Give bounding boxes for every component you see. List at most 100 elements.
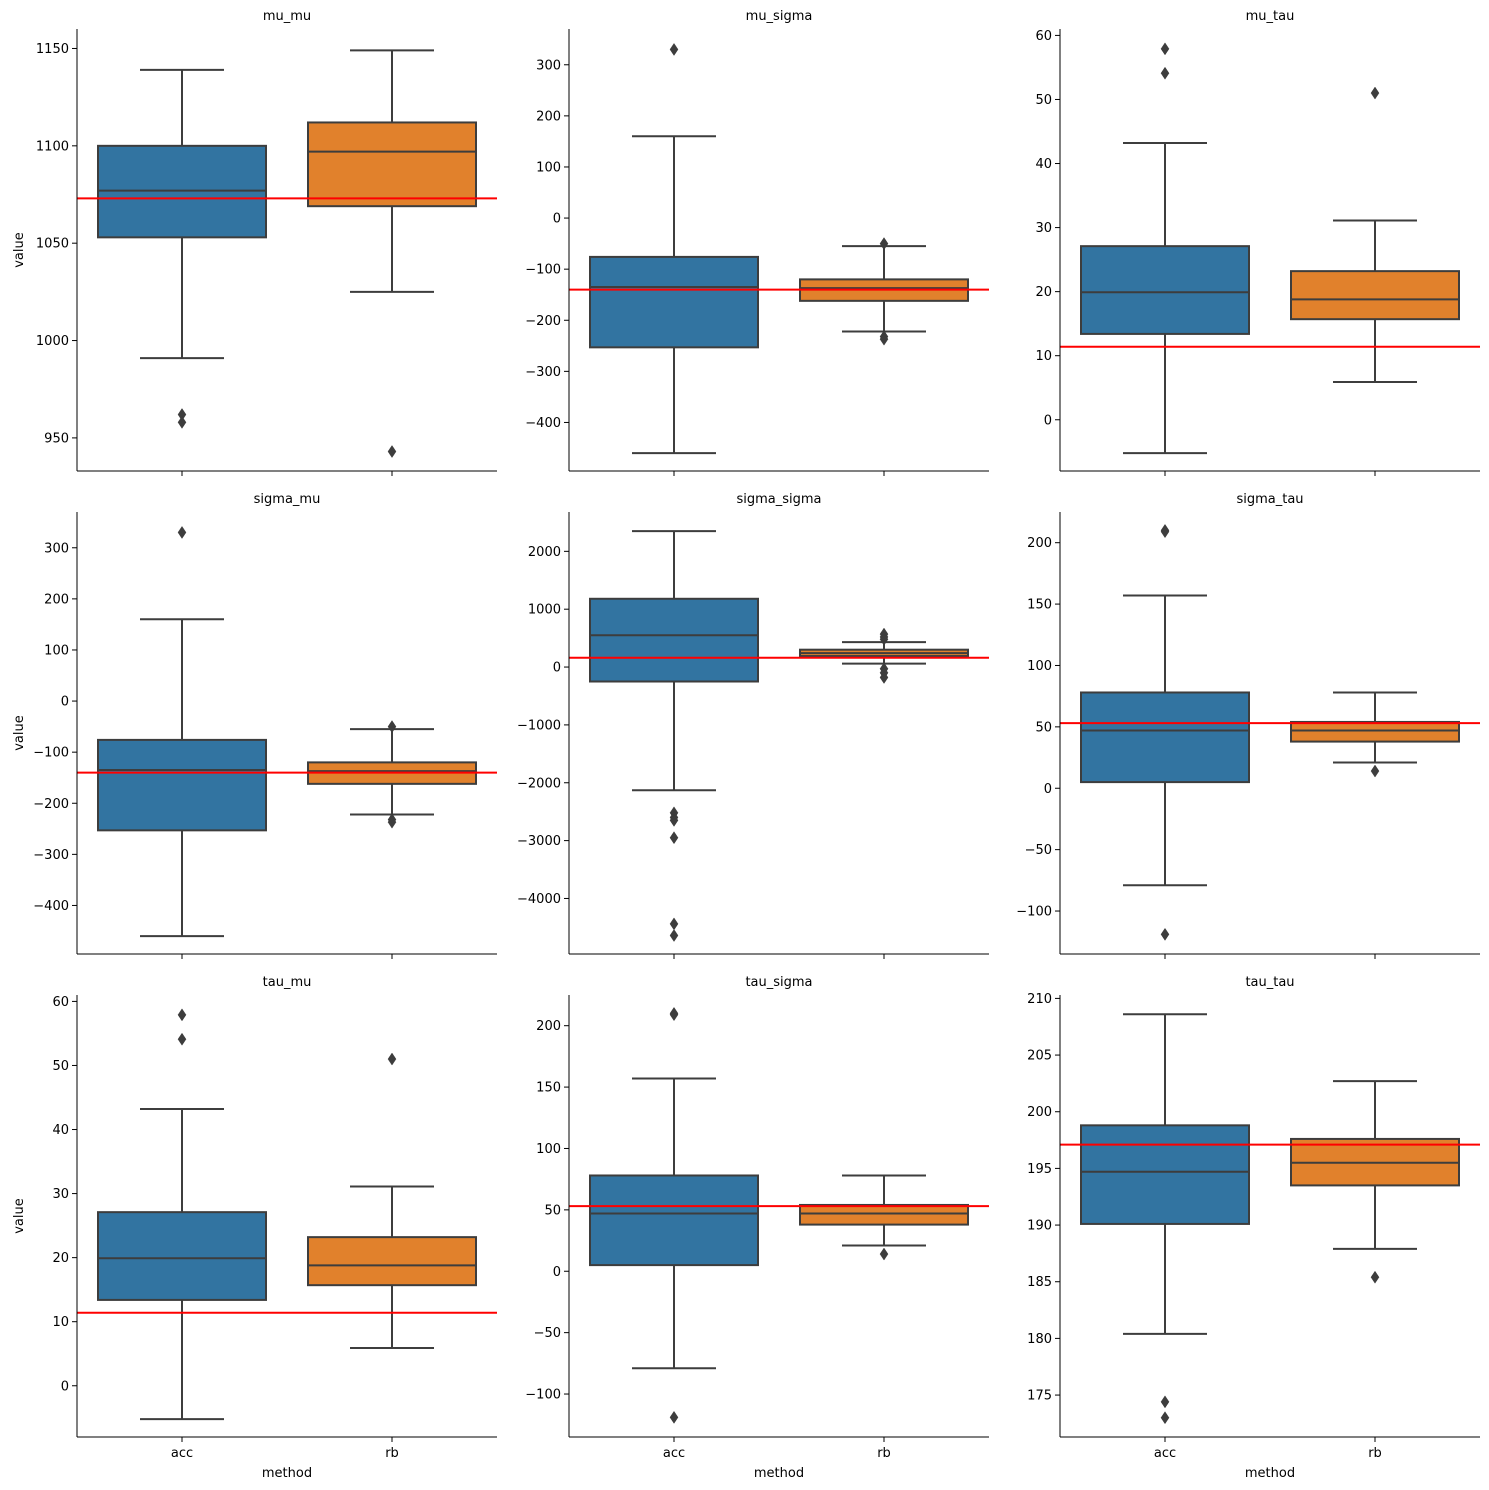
y-tick-label: 180 xyxy=(1027,1332,1052,1347)
box-body xyxy=(589,255,759,349)
outlier-point xyxy=(177,1008,187,1022)
box-acc xyxy=(1080,1013,1250,1425)
y-tick-label: 205 xyxy=(1027,1049,1052,1064)
y-tick-label: 100 xyxy=(536,160,561,175)
outlier-point xyxy=(1370,764,1380,778)
box-rb xyxy=(1290,691,1460,778)
y-tick-label: −400 xyxy=(525,416,561,431)
y-tick-label: 20 xyxy=(52,1251,69,1266)
y-tick-label: 1050 xyxy=(36,237,69,252)
box-rb xyxy=(307,49,477,458)
y-tick-label: 200 xyxy=(1027,1105,1052,1120)
box-body xyxy=(1290,720,1460,743)
outlier-point xyxy=(1370,1270,1380,1284)
box-acc xyxy=(589,1006,759,1424)
box-body xyxy=(589,1174,759,1267)
x-tick-label-rb: rb xyxy=(877,1446,891,1461)
y-tick-label: 100 xyxy=(536,1142,561,1157)
box-rb xyxy=(1290,86,1460,383)
y-tick-label: −300 xyxy=(33,848,69,863)
box-acc xyxy=(1080,523,1250,941)
panel-title: tau_mu xyxy=(263,975,312,990)
box-rb xyxy=(307,1052,477,1349)
y-tick-label: 200 xyxy=(44,592,69,607)
box-acc xyxy=(97,1008,267,1421)
y-tick-label: −1000 xyxy=(517,718,561,733)
y-tick-label: 40 xyxy=(1035,157,1052,172)
y-tick-label: 30 xyxy=(52,1187,69,1202)
outlier-point xyxy=(177,1032,187,1046)
y-tick-label: 190 xyxy=(1027,1219,1052,1234)
outlier-point xyxy=(177,415,187,429)
outlier-point xyxy=(177,525,187,539)
outlier-point xyxy=(669,929,679,942)
y-tick-label: 100 xyxy=(44,643,69,658)
box-body xyxy=(97,738,267,832)
y-tick-label: 0 xyxy=(553,661,561,676)
y-tick-label: 195 xyxy=(1027,1162,1052,1177)
y-tick-label: −3000 xyxy=(517,834,561,849)
panel-sigma_mu: sigma_mu −400 −300 −200 −100 0 100 200 300 value xyxy=(12,492,497,959)
box-acc xyxy=(97,68,267,429)
box-acc xyxy=(589,42,759,455)
panel-title: tau_tau xyxy=(1245,975,1294,990)
y-tick-label: 200 xyxy=(536,1019,561,1034)
panel-sigma_tau: sigma_tau −100 −50 0 50 100 150 200 xyxy=(1016,492,1480,959)
outlier-point xyxy=(387,1052,397,1066)
box-acc xyxy=(589,530,759,942)
box-body xyxy=(1080,1124,1250,1225)
box-rb xyxy=(1290,1080,1460,1284)
y-tick-label: −400 xyxy=(33,899,69,914)
outlier-point xyxy=(669,42,679,56)
x-tick-label-rb: rb xyxy=(385,1446,399,1461)
outlier-point xyxy=(1160,42,1170,56)
x-axis-label: method xyxy=(1245,1466,1295,1481)
box-rb xyxy=(799,1174,969,1261)
outlier-point xyxy=(669,1410,679,1424)
outlier-point xyxy=(1160,1395,1170,1409)
y-tick-label: 20 xyxy=(1035,285,1052,300)
box-acc xyxy=(97,525,267,938)
outlier-point xyxy=(387,445,397,458)
y-tick-label: 40 xyxy=(52,1123,69,1138)
outlier-point xyxy=(879,332,889,346)
y-tick-label: 50 xyxy=(1035,93,1052,108)
panel-mu_tau: mu_tau 0 10 20 30 40 50 60 xyxy=(1035,9,1480,476)
y-tick-label: 50 xyxy=(52,1059,69,1074)
y-tick-label: 175 xyxy=(1027,1389,1052,1404)
box-body xyxy=(1080,245,1250,335)
y-tick-label: 60 xyxy=(52,995,69,1010)
outlier-point xyxy=(879,237,889,251)
y-tick-label: 0 xyxy=(61,1379,69,1394)
y-tick-label: −50 xyxy=(1025,843,1052,858)
x-tick-label-rb: rb xyxy=(1368,1446,1382,1461)
y-tick-label: −100 xyxy=(1016,905,1052,920)
outlier-point xyxy=(879,1247,889,1261)
panel-title: mu_mu xyxy=(263,9,311,24)
outlier-point xyxy=(1160,525,1170,539)
box-body xyxy=(97,1211,267,1301)
box-body xyxy=(589,597,759,683)
y-tick-label: 1100 xyxy=(36,139,69,154)
outlier-point xyxy=(669,813,679,827)
panel-tau_mu: tau_mu 0 10 20 30 40 50 60 acc rb value method xyxy=(12,975,497,1481)
y-tick-label: −100 xyxy=(33,746,69,761)
outlier-point xyxy=(879,632,889,646)
outlier-point xyxy=(387,720,397,734)
y-tick-label: 1000 xyxy=(528,603,561,618)
box-rb xyxy=(307,720,477,829)
y-tick-label: 200 xyxy=(536,109,561,124)
y-tick-label: 100 xyxy=(1027,659,1052,674)
panel-title: sigma_mu xyxy=(254,492,321,507)
y-tick-label: 0 xyxy=(553,1265,561,1280)
y-tick-label: 50 xyxy=(1035,720,1052,735)
y-tick-label: 1150 xyxy=(36,42,69,57)
outlier-point xyxy=(1370,86,1380,100)
y-tick-label: 50 xyxy=(544,1203,561,1218)
x-axis-label: method xyxy=(262,1466,312,1481)
outlier-point xyxy=(669,917,679,931)
panel-title: tau_sigma xyxy=(745,975,812,990)
y-tick-label: 300 xyxy=(44,541,69,556)
panel-title: mu_tau xyxy=(1246,9,1295,24)
